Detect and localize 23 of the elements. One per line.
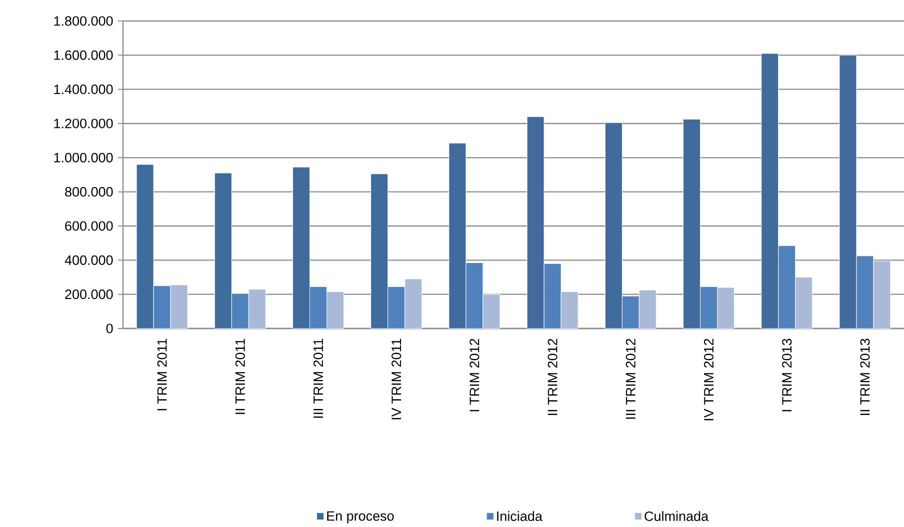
x-tick-label: IV TRIM 2012 bbox=[704, 338, 714, 420]
x-tick-label: II TRIM 2012 bbox=[548, 338, 558, 415]
x-tick-label: IV TRIM 2011 bbox=[392, 338, 402, 420]
x-tick-label: II TRIM 2011 bbox=[235, 338, 245, 414]
x-tick-label: I TRIM 2011 bbox=[157, 338, 167, 410]
y-tick-label: 800.000 bbox=[65, 187, 113, 197]
y-tick-label: 200.000 bbox=[65, 290, 113, 300]
y-tick-label: 1.600.000 bbox=[54, 50, 113, 60]
y-tick-label: 1.800.000 bbox=[54, 16, 113, 26]
x-tick-label: I TRIM 2013 bbox=[782, 338, 792, 412]
y-tick-label: 1.200.000 bbox=[54, 118, 113, 128]
x-tick-label: I TRIM 2012 bbox=[470, 338, 480, 412]
legend-label: Culminada bbox=[644, 511, 709, 522]
y-tick-label: 0 bbox=[106, 324, 113, 334]
y-tick-label: 600.000 bbox=[65, 221, 113, 231]
y-tick-label: 1.000.000 bbox=[54, 152, 113, 162]
legend-label: Iniciada bbox=[497, 511, 542, 522]
x-tick-label: III TRIM 2012 bbox=[626, 338, 636, 419]
y-tick-label: 1.400.000 bbox=[54, 84, 113, 94]
y-tick-label: 400.000 bbox=[64, 255, 113, 265]
x-tick-label: III TRIM 2011 bbox=[313, 338, 324, 418]
legend-label: En proceso bbox=[327, 511, 394, 524]
x-tick-label: II TRIM 2013 bbox=[860, 338, 870, 415]
